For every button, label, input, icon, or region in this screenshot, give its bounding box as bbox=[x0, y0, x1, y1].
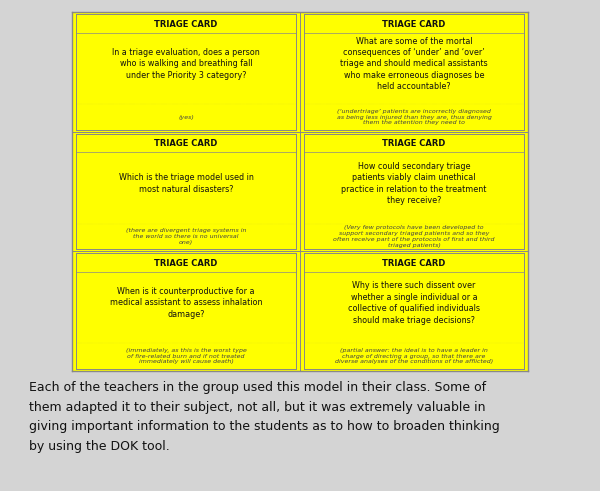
Text: (Very few protocols have been developed to
support secondary triaged patients an: (Very few protocols have been developed … bbox=[333, 225, 495, 248]
Text: TRIAGE CARD: TRIAGE CARD bbox=[382, 259, 446, 268]
Text: Which is the triage model used in
most natural disasters?: Which is the triage model used in most n… bbox=[119, 173, 253, 193]
Text: (there are divergent triage systems in
the world so there is no universal
one): (there are divergent triage systems in t… bbox=[126, 228, 246, 245]
Text: (partial answer: the ideal is to have a leader in
charge of directing a group, s: (partial answer: the ideal is to have a … bbox=[335, 348, 493, 364]
Text: TRIAGE CARD: TRIAGE CARD bbox=[154, 20, 218, 29]
Text: TRIAGE CARD: TRIAGE CARD bbox=[382, 20, 446, 29]
Text: Each of the teachers in the group used this model in their class. Some of
them a: Each of the teachers in the group used t… bbox=[29, 382, 500, 453]
Text: TRIAGE CARD: TRIAGE CARD bbox=[382, 139, 446, 148]
Text: In a triage evaluation, does a person
who is walking and breathing fall
under th: In a triage evaluation, does a person wh… bbox=[112, 48, 260, 80]
Text: Why is there such dissent over
whether a single individual or a
collective of qu: Why is there such dissent over whether a… bbox=[348, 281, 480, 325]
Text: How could secondary triage
patients viably claim unethical
practice in relation : How could secondary triage patients viab… bbox=[341, 162, 487, 205]
Text: What are some of the mortal
consequences of ‘under’ and ‘over’
triage and should: What are some of the mortal consequences… bbox=[340, 36, 488, 91]
Text: TRIAGE CARD: TRIAGE CARD bbox=[154, 139, 218, 148]
Text: TRIAGE CARD: TRIAGE CARD bbox=[154, 259, 218, 268]
Text: (‘undertriage’ patients are incorrectly diagnosed
as being less injured than the: (‘undertriage’ patients are incorrectly … bbox=[337, 109, 491, 125]
Text: (yes): (yes) bbox=[178, 114, 194, 120]
Text: (immediately, as this is the worst type
of fire-related burn and if not treated
: (immediately, as this is the worst type … bbox=[125, 348, 247, 364]
Text: When is it counterproductive for a
medical assistant to assess inhalation
damage: When is it counterproductive for a medic… bbox=[110, 287, 262, 319]
